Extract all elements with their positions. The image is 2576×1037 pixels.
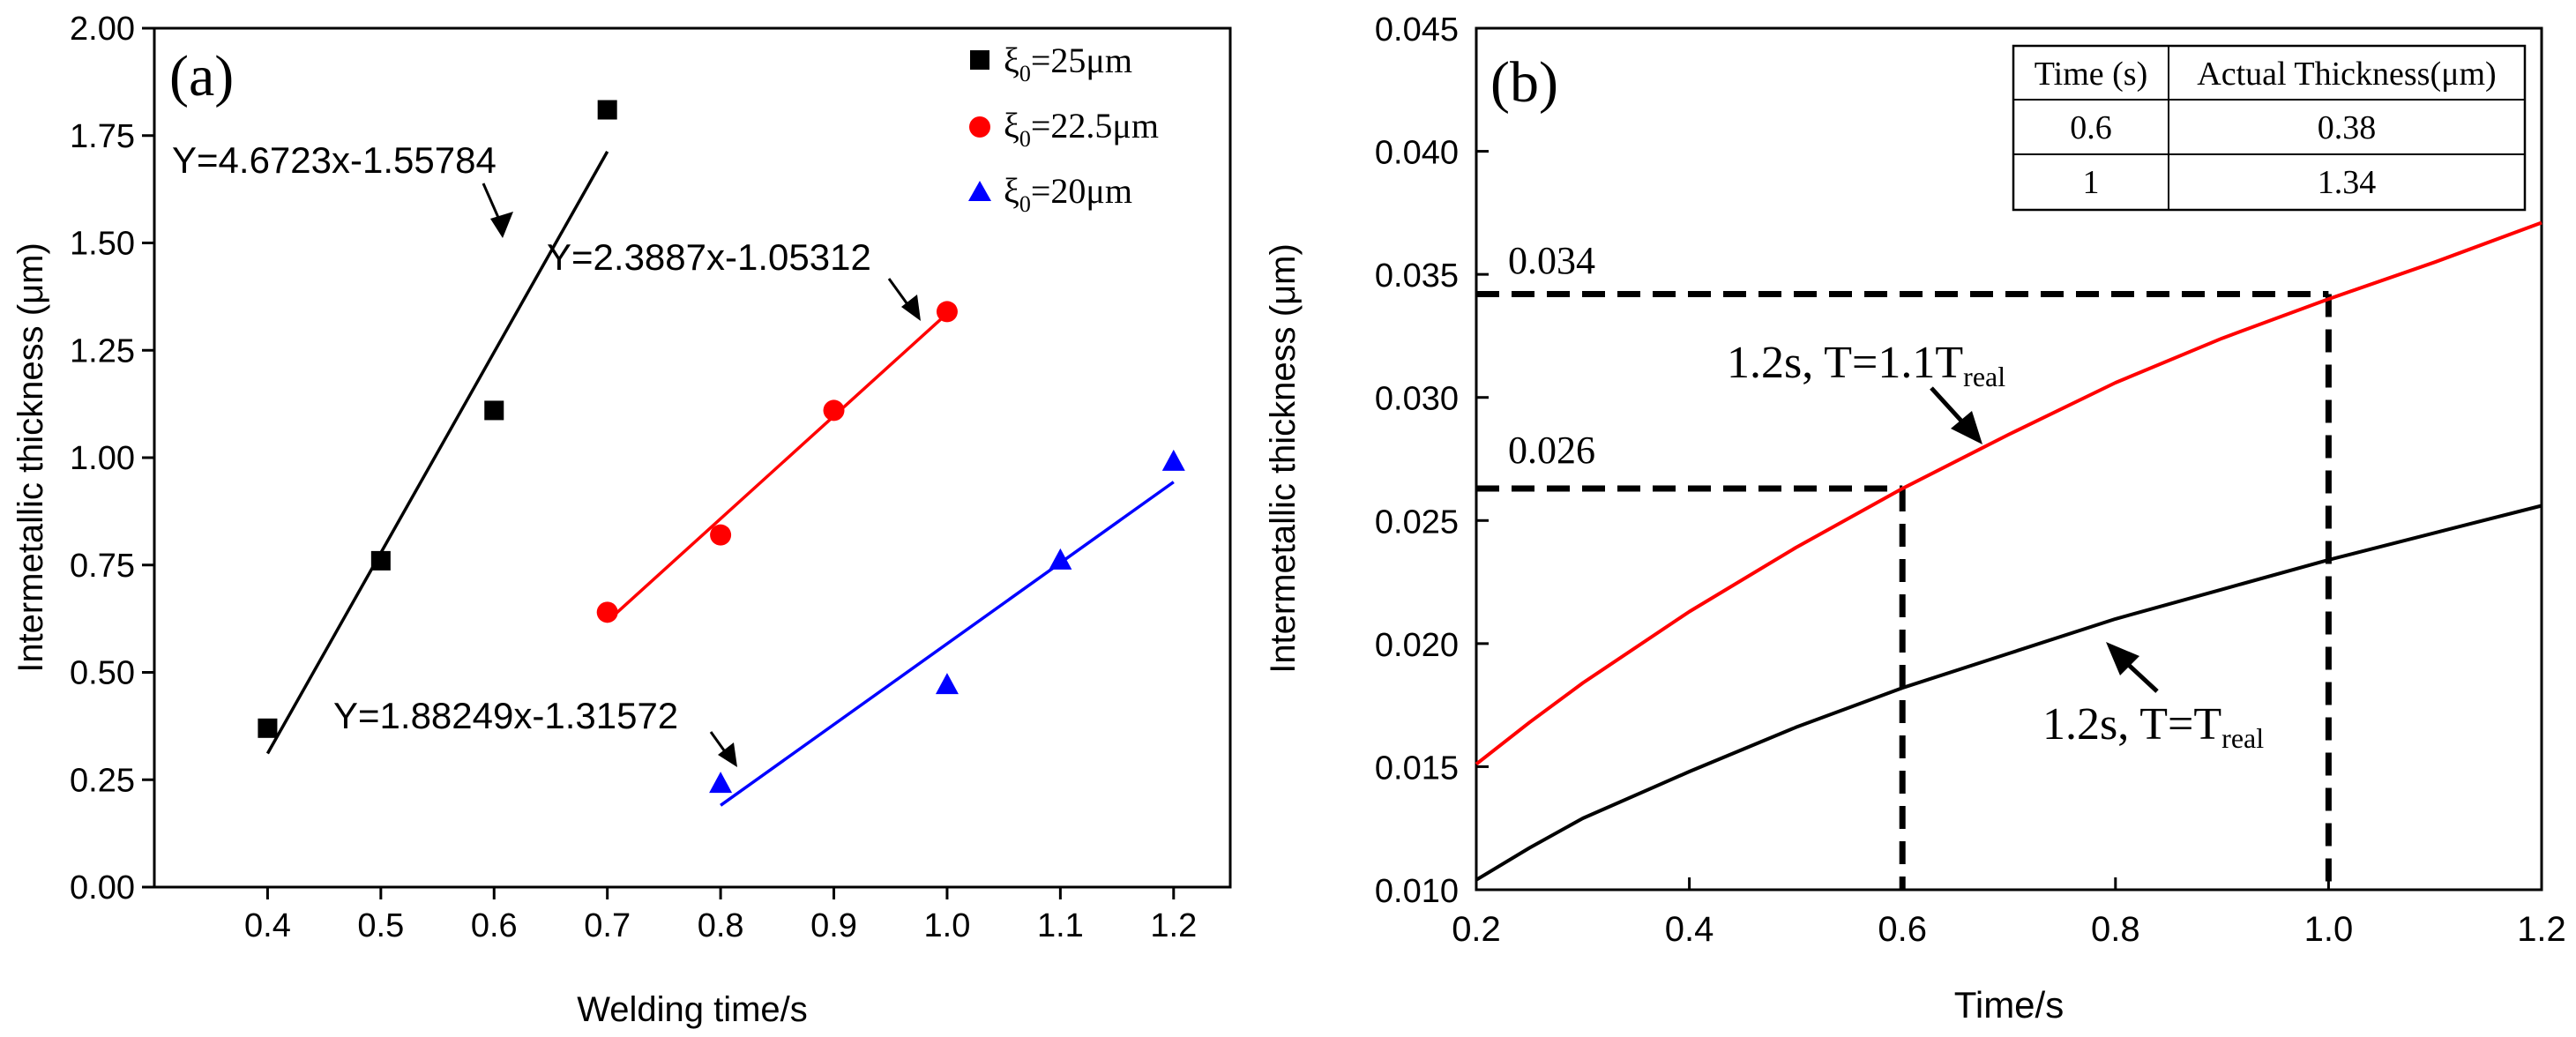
panel-a-label: (a) [169,44,234,108]
table-header-time: Time (s) [2035,56,2147,93]
ref-label-0-026: 0.026 [1508,429,1595,472]
table-cell-time: 1 [2083,164,2100,201]
panel-a-y-tick-label: 0.75 [70,548,135,585]
table-cell-thickness: 1.34 [2318,164,2377,201]
panel-a-x-tick-label: 0.6 [471,907,518,944]
panel-a-y-tick-label: 1.50 [70,226,135,263]
panel-b-x-tick-label: 0.2 [1452,910,1501,949]
panel-b-y-tick-label: 0.045 [1375,11,1459,48]
panel-b-x-tick-label: 0.4 [1665,910,1714,949]
panel-b-y-tick-label: 0.010 [1375,873,1459,910]
panel-b-x-tick-label: 0.6 [1878,910,1927,949]
panel-a-x-tick-label: 0.5 [357,907,404,944]
fit-label-20um: Y=1.88249x-1.31572 [333,695,678,736]
actual-thickness-table: Time (s) Actual Thickness(μm) 0.6 0.38 1… [2013,46,2525,210]
figure: 0.4 0.5 0.6 0.7 0.8 0.9 1.0 1.1 1.2 0.00 0.25 0.50 0… [0,0,2576,1037]
panel-a-x-tick-label: 0.4 [244,907,291,944]
data-point-25-m [484,400,504,420]
panel-a-y-tick-label: 0.50 [70,655,135,692]
panel-b-x-tick-label: 1.2 [2517,910,2566,949]
panel-a-x-axis-title: Welding time/s [577,990,808,1029]
panel-a-x-tick-label: 0.9 [810,907,857,944]
panel-b-x-tick-label: 1.0 [2304,910,2354,949]
panel-b-y-tick-label: 0.030 [1375,381,1459,418]
table-cell-time: 0.6 [2070,109,2112,146]
panel-a-x-tick-label: 1.1 [1037,907,1084,944]
fit-label-22-5um: Y=2.3887x-1.05312 [547,236,871,278]
panel-a-y-tick-label: 2.00 [70,11,135,48]
panel-b-y-axis-title: Intermetallic thickness (μm) [1264,243,1303,674]
data-point-25-m [598,101,617,120]
data-point-22-5-m [597,601,618,623]
panel-b-y-tick-label: 0.035 [1375,257,1459,295]
panel-a-y-axis-title: Intermetallic thickness (μm) [11,242,50,673]
panel-b-x-axis-title: Time/s [1954,984,2064,1026]
panel-b-y-tick-label: 0.025 [1375,504,1459,541]
ref-label-0-034: 0.034 [1508,239,1595,282]
data-point-22-5-m [937,301,958,322]
panel-b-x-tick-label: 0.8 [2091,910,2140,949]
table-header-actual-thickness: Actual Thickness(μm) [2197,56,2496,93]
data-point-22-5-m [824,399,845,421]
panel-b-y-tick-label: 0.040 [1375,135,1459,172]
panel-a-x-tick-label: 1.2 [1150,907,1197,944]
panel-a-x-tick-label: 1.0 [924,907,971,944]
data-point-25-m [371,551,391,571]
panel-b-y-tick-label: 0.015 [1375,750,1459,787]
panel-a-x-tick-label: 0.7 [584,907,631,944]
panel-b-label: (b) [1490,50,1558,115]
table-cell-thickness: 0.38 [2318,109,2377,146]
legend-marker-25um [970,50,989,70]
panel-a-x-tick-label: 0.8 [698,907,744,944]
panel-a-y-tick-label: 0.25 [70,762,135,799]
panel-a-y-tick-label: 1.25 [70,332,135,369]
panel-a-y-tick-label: 0.00 [70,869,135,906]
panel-b-y-tick-label: 0.020 [1375,627,1459,664]
legend-marker-22-5um [969,116,990,138]
fit-label-25um: Y=4.6723x-1.55784 [172,139,497,181]
panel-a-y-tick-label: 1.75 [70,118,135,155]
data-point-22-5-m [710,525,731,546]
data-point-25-m [258,719,277,738]
panel-a-y-tick-label: 1.00 [70,440,135,477]
